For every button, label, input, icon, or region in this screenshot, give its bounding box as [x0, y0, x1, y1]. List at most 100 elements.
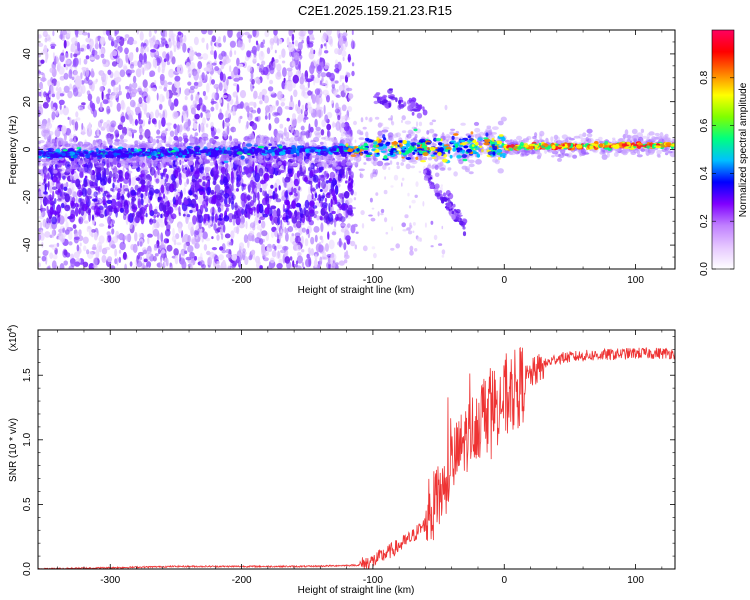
- spectrogram-cell: [144, 205, 148, 210]
- spectrogram-cell: [50, 180, 54, 189]
- spectrogram-cell: [125, 54, 129, 64]
- spectrogram-cell: [286, 117, 290, 122]
- spectrogram-cell: [307, 30, 314, 35]
- spectrogram-cell: [341, 115, 347, 120]
- spectrogram-band-cell: [558, 153, 565, 159]
- spectrogram-cell: [98, 223, 105, 227]
- spectrogram-cell: [213, 83, 220, 90]
- spectrogram-cell: [142, 249, 148, 255]
- spectrogram-cell: [173, 248, 179, 256]
- spectrogram-band-cell: [64, 162, 68, 166]
- spectrogram-cell: [264, 190, 268, 199]
- spectrogram-cell: [222, 259, 226, 267]
- spectrogram-band-cell: [384, 162, 391, 166]
- spectrogram-branch-cell: [445, 190, 451, 197]
- spectrogram-cell: [216, 86, 219, 93]
- spectrogram-cell: [51, 111, 56, 121]
- spectrogram-cell: [54, 128, 61, 138]
- spectrogram-cell: [60, 183, 64, 190]
- spectrogram-band-cell: [225, 155, 229, 161]
- spectrogram-band-cell: [334, 137, 338, 144]
- spectrogram-cell: [258, 115, 261, 121]
- spectrogram-cell: [111, 92, 119, 99]
- spectrogram-cell: [220, 233, 224, 240]
- spectrogram-cell: [271, 250, 277, 258]
- spectrogram-cell: [128, 52, 134, 62]
- spectrogram-band-cell: [223, 133, 228, 140]
- spectrogram-cell: [98, 235, 105, 244]
- spectrogram-cell: [124, 205, 128, 212]
- spectrogram-cell: [158, 192, 162, 199]
- spectrogram-cell: [113, 39, 118, 48]
- spectrogram-band-cell: [129, 158, 135, 162]
- spectrogram-band-cell: [141, 140, 146, 145]
- spectrogram-band-cell: [281, 157, 285, 161]
- spectrogram-cell: [44, 37, 48, 43]
- spectrogram-cell: [185, 216, 189, 225]
- spectrogram-band-cell: [221, 131, 228, 137]
- spectrogram-cell: [249, 179, 255, 188]
- spectrogram-band-cell: [460, 122, 466, 126]
- spectrogram-band-cell: [356, 159, 360, 163]
- spectrogram-cell: [347, 204, 353, 211]
- spectrogram-cell: [144, 186, 149, 193]
- spectrogram-band-cell: [598, 140, 604, 144]
- spectrogram-cell: [93, 181, 96, 186]
- spectrogram-cell: [244, 213, 247, 218]
- spectrogram-band-cell: [321, 137, 326, 140]
- spectrogram-band-cell: [68, 165, 74, 172]
- spectrogram-cell: [74, 261, 81, 267]
- spectrogram-cell: [76, 244, 80, 252]
- spectrogram-cell: [89, 38, 94, 49]
- spectrogram-cell: [231, 182, 234, 192]
- spectrogram-cell: [223, 88, 227, 95]
- spectrogram-cell: [228, 219, 233, 223]
- spectrogram-cell: [236, 180, 242, 187]
- spectrogram-band-cell: [345, 161, 353, 166]
- spectrogram-cell: [131, 132, 134, 139]
- spectrogram-cell: [248, 37, 251, 43]
- spectrogram-cell: [313, 226, 320, 233]
- spectrogram-cell: [114, 248, 118, 257]
- spectrogram-band-cell: [103, 141, 107, 146]
- spectrogram-cell: [320, 222, 324, 233]
- spectrogram-cell: [131, 88, 138, 95]
- spectrogram-cell: [63, 85, 70, 94]
- spectrogram-cell: [210, 106, 215, 112]
- spectrogram-band-cell: [338, 157, 345, 161]
- spectrogram-band-cell: [524, 150, 530, 156]
- spectrogram-cell: [278, 232, 283, 237]
- spectrogram-cell: [299, 164, 303, 174]
- spectrogram-cell: [213, 156, 217, 166]
- spectrogram-cell: [108, 207, 113, 212]
- spectrogram-cell: [231, 200, 235, 210]
- spectrogram-cell: [348, 93, 354, 99]
- spectrogram-cell: [106, 199, 113, 204]
- spectrogram-band-cell: [565, 137, 572, 140]
- spectrogram-band-cell: [516, 135, 523, 141]
- spectrogram-band-cell: [377, 130, 383, 137]
- spectrogram-cell: [107, 177, 112, 184]
- spectrogram-cell: [148, 120, 151, 125]
- spectrogram-band-cell: [318, 160, 324, 165]
- spectrogram-cell: [347, 106, 353, 112]
- spectrogram-cell: [301, 227, 306, 233]
- spectrogram-cell: [44, 231, 51, 238]
- spectrogram-band-cell: [56, 138, 64, 143]
- spectrogram-cell: [314, 210, 319, 215]
- spectrogram-cell: [301, 104, 305, 111]
- spectrogram-cell: [71, 187, 74, 197]
- spectrogram-cell: [303, 266, 305, 269]
- spectrogram-branch-cell: [415, 102, 419, 107]
- spectrogram-branch-cell: [462, 222, 467, 226]
- spectrogram-cell: [312, 174, 319, 183]
- spectrogram-cell: [259, 216, 265, 221]
- spectrogram-cell: [230, 108, 233, 113]
- spectrogram-cell: [48, 37, 52, 42]
- spectrogram-cell: [341, 44, 344, 51]
- spectrogram-cell: [138, 134, 143, 141]
- spectrogram-band-cell: [245, 157, 252, 160]
- spectrogram-cell: [67, 116, 70, 120]
- spectrogram-cell: [187, 245, 194, 253]
- spectrogram-band-cell: [468, 159, 475, 164]
